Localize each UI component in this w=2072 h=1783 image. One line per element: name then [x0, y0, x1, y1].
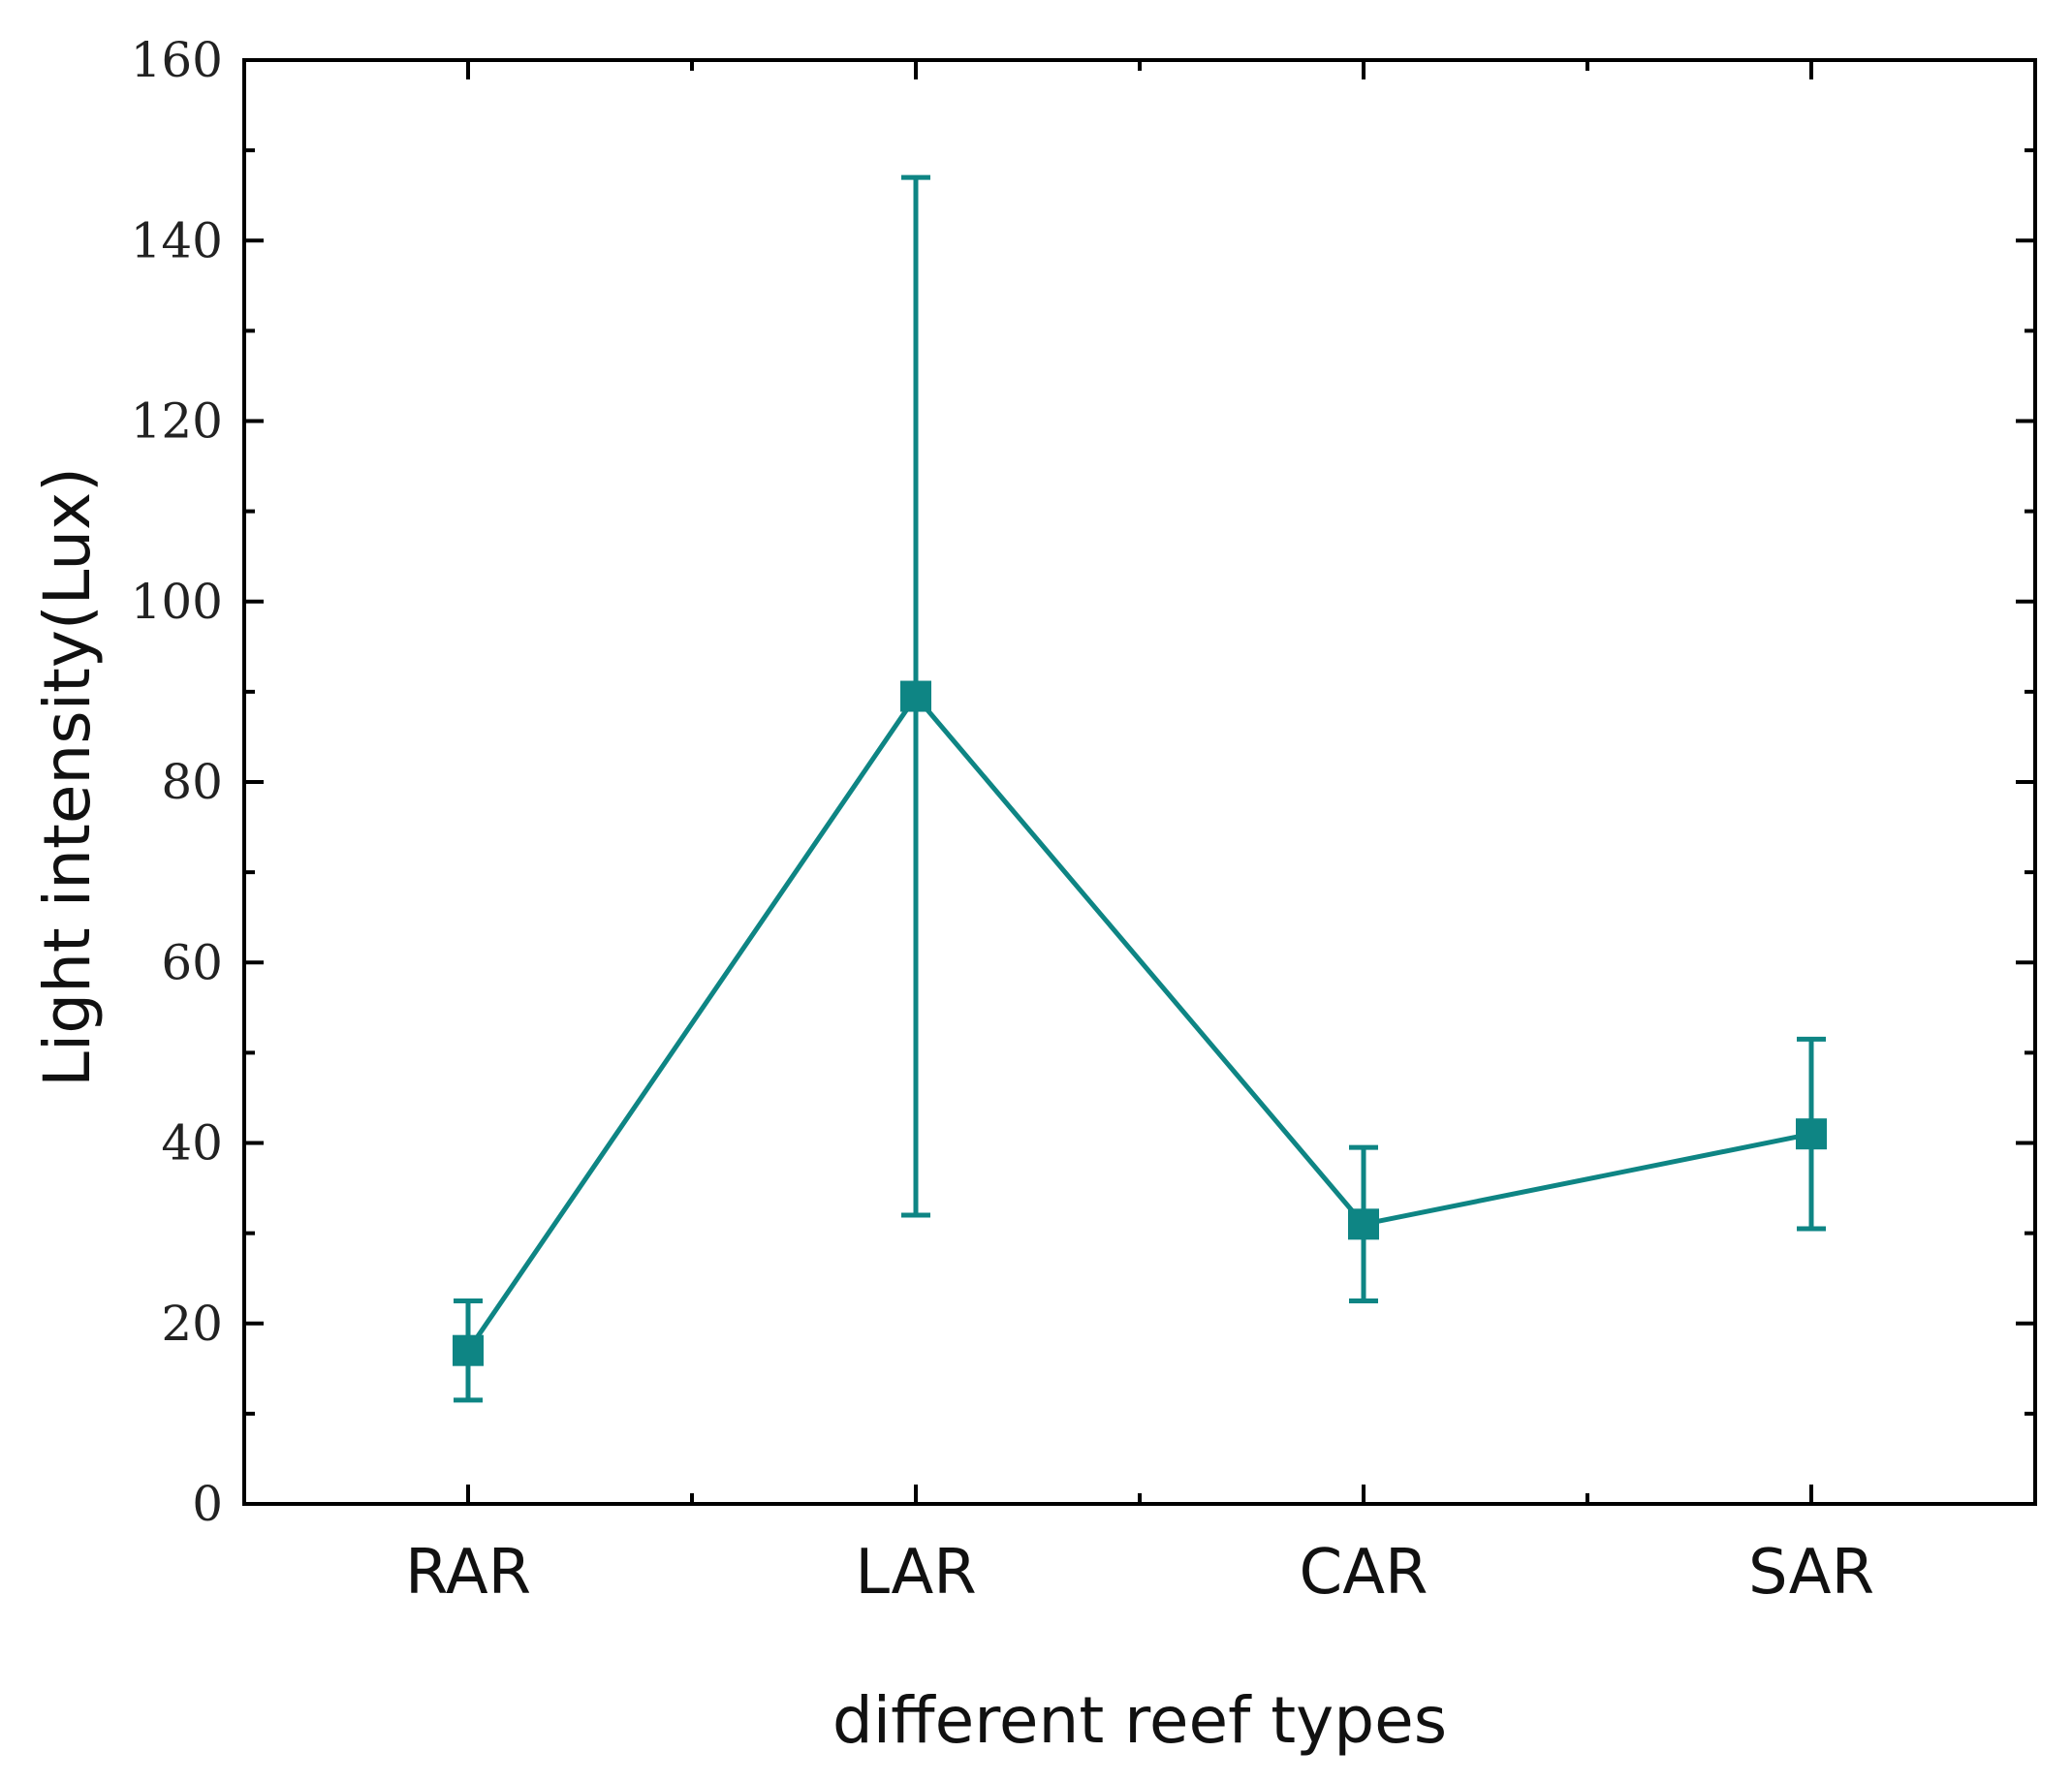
y-axis-title: Light intensity(Lux) [30, 467, 105, 1087]
y-axis-ticks: 0 20 40 60 80 100 120 140 160 [131, 32, 2035, 1532]
y-tick-label: 160 [131, 32, 223, 88]
data-point-marker [453, 1334, 484, 1366]
x-tick-label: CAR [1300, 1537, 1428, 1609]
y-tick-label: 140 [131, 212, 223, 268]
x-tick-label: RAR [405, 1537, 531, 1609]
series-line [465, 692, 1812, 1353]
x-axis-ticks: RAR LAR CAR SAR [405, 60, 1874, 1609]
y-tick-label: 100 [131, 574, 223, 630]
series-group [453, 174, 1827, 1403]
data-point-marker [1796, 1118, 1827, 1150]
y-tick-label: 120 [131, 393, 223, 450]
y-tick-label: 20 [161, 1296, 223, 1352]
data-point-marker [1348, 1208, 1379, 1240]
y-tick-label: 60 [161, 934, 223, 990]
y-tick-label: 40 [161, 1115, 223, 1172]
x-axis-title: different reef types [832, 1683, 1447, 1758]
x-tick-label: LAR [855, 1537, 976, 1609]
data-point-marker [900, 680, 931, 712]
y-tick-label: 80 [161, 754, 223, 810]
y-tick-label: 0 [192, 1476, 223, 1532]
x-tick-label: SAR [1748, 1537, 1874, 1609]
